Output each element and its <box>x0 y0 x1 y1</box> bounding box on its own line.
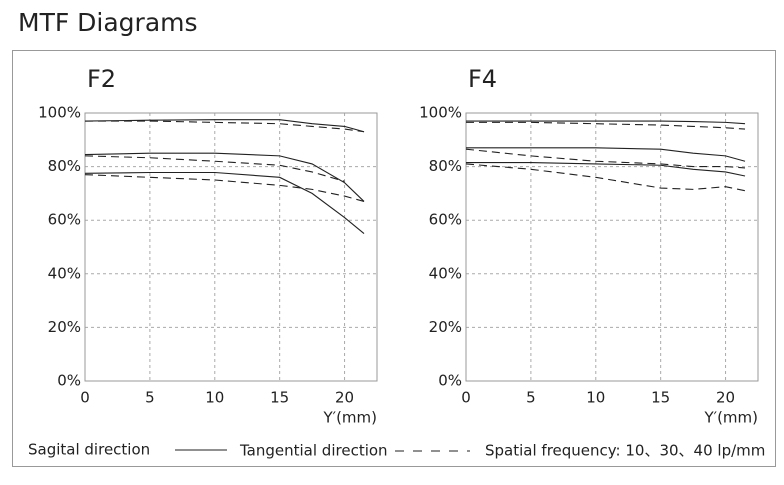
y-tick-label: 100% <box>419 104 462 122</box>
x-tick-label: 20 <box>716 389 735 407</box>
mtf-line <box>466 121 746 130</box>
x-tick-label: 0 <box>461 389 471 407</box>
y-tick-label: 80% <box>429 157 462 175</box>
y-tick-label: 20% <box>48 318 81 336</box>
mtf-line <box>466 147 746 162</box>
x-axis-label: Y′(mm) <box>323 409 378 427</box>
x-tick-label: 15 <box>651 389 670 407</box>
y-tick-label: 80% <box>48 157 81 175</box>
x-tick-label: 10 <box>586 389 605 407</box>
mtf-line <box>465 163 746 192</box>
y-tick-label: 40% <box>429 264 462 282</box>
x-axis-label: Y′(mm) <box>704 409 759 427</box>
mtf-line <box>85 120 365 133</box>
x-tick-label: 0 <box>80 389 90 407</box>
mtf-line <box>466 162 746 177</box>
y-tick-label: 0% <box>57 372 81 390</box>
plot-frame <box>84 112 378 382</box>
y-tick-label: 60% <box>48 211 81 229</box>
legend-tangential: Tangential direction <box>239 442 388 460</box>
mtf-line <box>84 119 365 133</box>
legend-sagittal: Sagital direction <box>28 441 150 459</box>
x-tick-label: 5 <box>145 389 155 407</box>
mtf-line <box>84 155 345 182</box>
y-tick-label: 0% <box>438 372 462 390</box>
legend-frequency: Spatial frequency: 10、30、40 lp/mm <box>485 442 765 460</box>
y-tick-label: 20% <box>429 318 462 336</box>
x-tick-label: 5 <box>526 389 536 407</box>
y-tick-label: 100% <box>38 104 81 122</box>
mtf-line <box>84 152 365 202</box>
mtf-line <box>465 148 746 169</box>
page-title: MTF Diagrams <box>18 8 198 37</box>
mtf-line <box>84 171 365 235</box>
panel-title: F4 <box>468 65 497 93</box>
panel-title: F2 <box>87 65 116 93</box>
x-tick-label: 10 <box>205 389 224 407</box>
y-tick-label: 40% <box>48 264 81 282</box>
x-tick-label: 20 <box>335 389 354 407</box>
mtf-line <box>466 120 746 125</box>
mtf-line <box>84 174 365 202</box>
plot-frame <box>465 112 759 382</box>
x-tick-label: 15 <box>270 389 289 407</box>
y-tick-label: 60% <box>429 211 462 229</box>
outer-frame <box>12 50 776 467</box>
